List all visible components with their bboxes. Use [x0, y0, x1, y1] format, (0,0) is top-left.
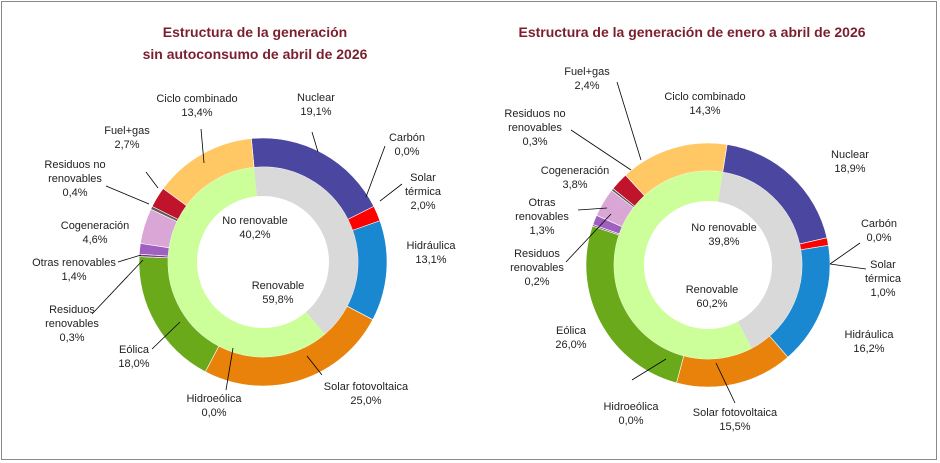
label-solar-fotovoltaica: Solar fotovoltaica 15,5%	[693, 407, 778, 433]
leader-line-residuos-no-renovables	[570, 129, 632, 171]
inner-label-no-renovable: No renovable 40,2%	[222, 215, 287, 241]
inner-slice-no-renovable	[718, 172, 802, 349]
label-hidraulica: Hidráulica 16,2%	[845, 329, 895, 355]
inner-label-no-renovable: No renovable 39,8%	[691, 222, 756, 248]
inner-slice-renovable	[167, 167, 325, 357]
leader-line-fuel-gas	[145, 171, 159, 189]
label-residuos-renovables: Residuos renovables 0,2%	[510, 248, 564, 288]
label-cogeneracion: Cogeneración 3,8%	[541, 165, 610, 191]
inner-slice-renovable	[614, 171, 752, 359]
label-nuclear: Nuclear 19,1%	[297, 92, 335, 118]
leader-line-solar-termica	[829, 263, 867, 270]
leader-line-hidroeolica	[631, 358, 667, 381]
label-eolica: Eólica 26,0%	[555, 325, 586, 351]
label-hidroeolica: Hidroeólica 0,0%	[603, 401, 659, 427]
leader-line-otras-renovables	[577, 207, 608, 211]
leader-line-otras-renovables	[117, 254, 142, 263]
leader-line-carbon	[365, 145, 386, 198]
chart-1-title-line-1: Estructura de la generación	[163, 24, 347, 40]
label-carbon: Carbón 0,0%	[389, 132, 425, 158]
label-hidroeolica: Hidroeólica 0,0%	[186, 393, 242, 419]
inner-slice-no-renovable	[254, 167, 358, 335]
inner-label-renovable: Renovable 60,2%	[686, 284, 739, 310]
label-cogeneracion: Cogeneración 4,6%	[61, 220, 130, 246]
leader-line-nuclear	[311, 131, 319, 153]
leader-line-residuos-no-renovables	[105, 185, 150, 205]
label-residuos-no-renovables: Residuos no renovables 0,3%	[504, 108, 565, 148]
label-ciclo-combinado: Ciclo combinado 13,4%	[156, 93, 237, 119]
leader-line-hidroeolica	[225, 347, 234, 391]
pie-chart-2: Estructura de la generación de enero a a…	[518, 24, 867, 404]
label-solar-termica: Solar térmica 2,0%	[405, 172, 442, 212]
label-otras-renovables: Otras renovables 1,4%	[32, 257, 116, 283]
pie-chart-1: Estructura de la generación sin autoconsu…	[91, 24, 403, 391]
label-otras-renovables: Otras renovables 1,3%	[515, 197, 569, 237]
leader-line-solar-fotovoltaica	[715, 362, 736, 404]
label-solar-fotovoltaica: Solar fotovoltaica 25,0%	[324, 381, 409, 407]
label-carbon: Carbón 0,0%	[861, 218, 897, 244]
label-ciclo-combinado: Ciclo combinado 14,3%	[664, 91, 745, 117]
leader-line-eolica	[151, 321, 181, 350]
leader-line-carbon	[829, 242, 861, 265]
chart-2-title-line-1: Estructura de la generación de enero a a…	[518, 24, 865, 40]
chart-1-title-line-2: sin autoconsumo de abril de 2026	[143, 46, 368, 62]
label-solar-termica: Solar térmica 1,0%	[865, 259, 902, 299]
leader-line-residuos-renovables	[91, 259, 144, 315]
leader-line-fuel-gas	[616, 81, 642, 161]
label-residuos-no-renovables: Residuos no renovables 0,4%	[44, 159, 105, 199]
inner-label-renovable: Renovable 59,8%	[252, 280, 305, 306]
label-fuel-gas: Fuel+gas 2,4%	[564, 66, 610, 92]
leader-line-solar-fotovoltaica	[306, 355, 323, 376]
label-eolica: Eólica 18,0%	[118, 344, 149, 370]
leader-line-residuos-renovables	[565, 213, 612, 263]
label-hidraulica: Hidráulica 13,1%	[407, 240, 457, 266]
label-nuclear: Nuclear 18,9%	[831, 149, 869, 175]
leader-line-solar-termica	[379, 183, 403, 202]
leader-line-ciclo-combinado	[200, 128, 205, 164]
label-residuos-renovables: Residuos renovables 0,3%	[45, 304, 99, 344]
label-fuel-gas: Fuel+gas 2,7%	[104, 125, 150, 151]
